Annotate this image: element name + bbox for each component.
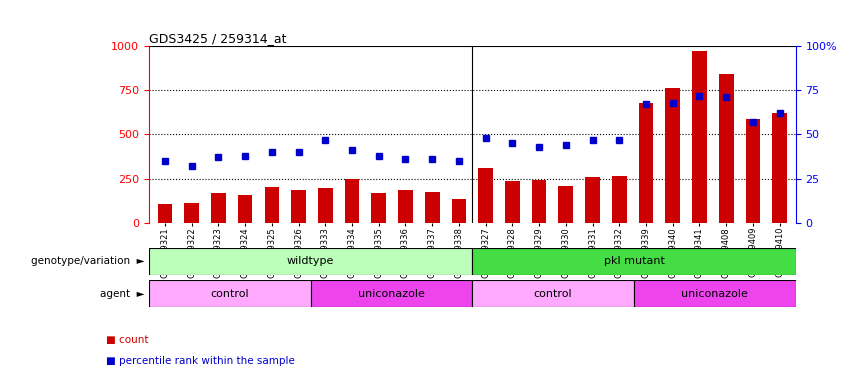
Bar: [719, 74, 734, 223]
Bar: [532, 180, 546, 223]
Text: agent  ►: agent ►: [100, 289, 145, 299]
Text: ■ count: ■ count: [106, 335, 149, 345]
Text: uniconazole: uniconazole: [682, 289, 748, 299]
Text: pkl mutant: pkl mutant: [603, 256, 665, 266]
Bar: [665, 88, 680, 223]
Text: control: control: [534, 289, 573, 299]
Bar: [149, 248, 472, 275]
Text: GDS3425 / 259314_at: GDS3425 / 259314_at: [149, 32, 287, 45]
Bar: [634, 280, 796, 307]
Bar: [291, 190, 306, 223]
Bar: [612, 176, 626, 223]
Bar: [425, 192, 440, 223]
Bar: [558, 185, 574, 223]
Bar: [157, 204, 172, 223]
Text: wildtype: wildtype: [287, 256, 334, 266]
Bar: [472, 248, 796, 275]
Text: ■ percentile rank within the sample: ■ percentile rank within the sample: [106, 356, 295, 366]
Bar: [478, 168, 493, 223]
Bar: [149, 280, 311, 307]
Bar: [398, 190, 413, 223]
Bar: [318, 188, 333, 223]
Bar: [585, 177, 600, 223]
Bar: [505, 181, 520, 223]
Bar: [745, 119, 760, 223]
Bar: [638, 103, 654, 223]
Bar: [211, 193, 226, 223]
Bar: [773, 113, 787, 223]
Bar: [185, 203, 199, 223]
Bar: [472, 280, 634, 307]
Bar: [452, 199, 466, 223]
Bar: [237, 195, 253, 223]
Bar: [345, 179, 359, 223]
Bar: [265, 187, 279, 223]
Bar: [692, 51, 707, 223]
Bar: [311, 280, 472, 307]
Text: control: control: [210, 289, 249, 299]
Text: uniconazole: uniconazole: [358, 289, 425, 299]
Bar: [371, 193, 386, 223]
Text: genotype/variation  ►: genotype/variation ►: [31, 256, 145, 266]
